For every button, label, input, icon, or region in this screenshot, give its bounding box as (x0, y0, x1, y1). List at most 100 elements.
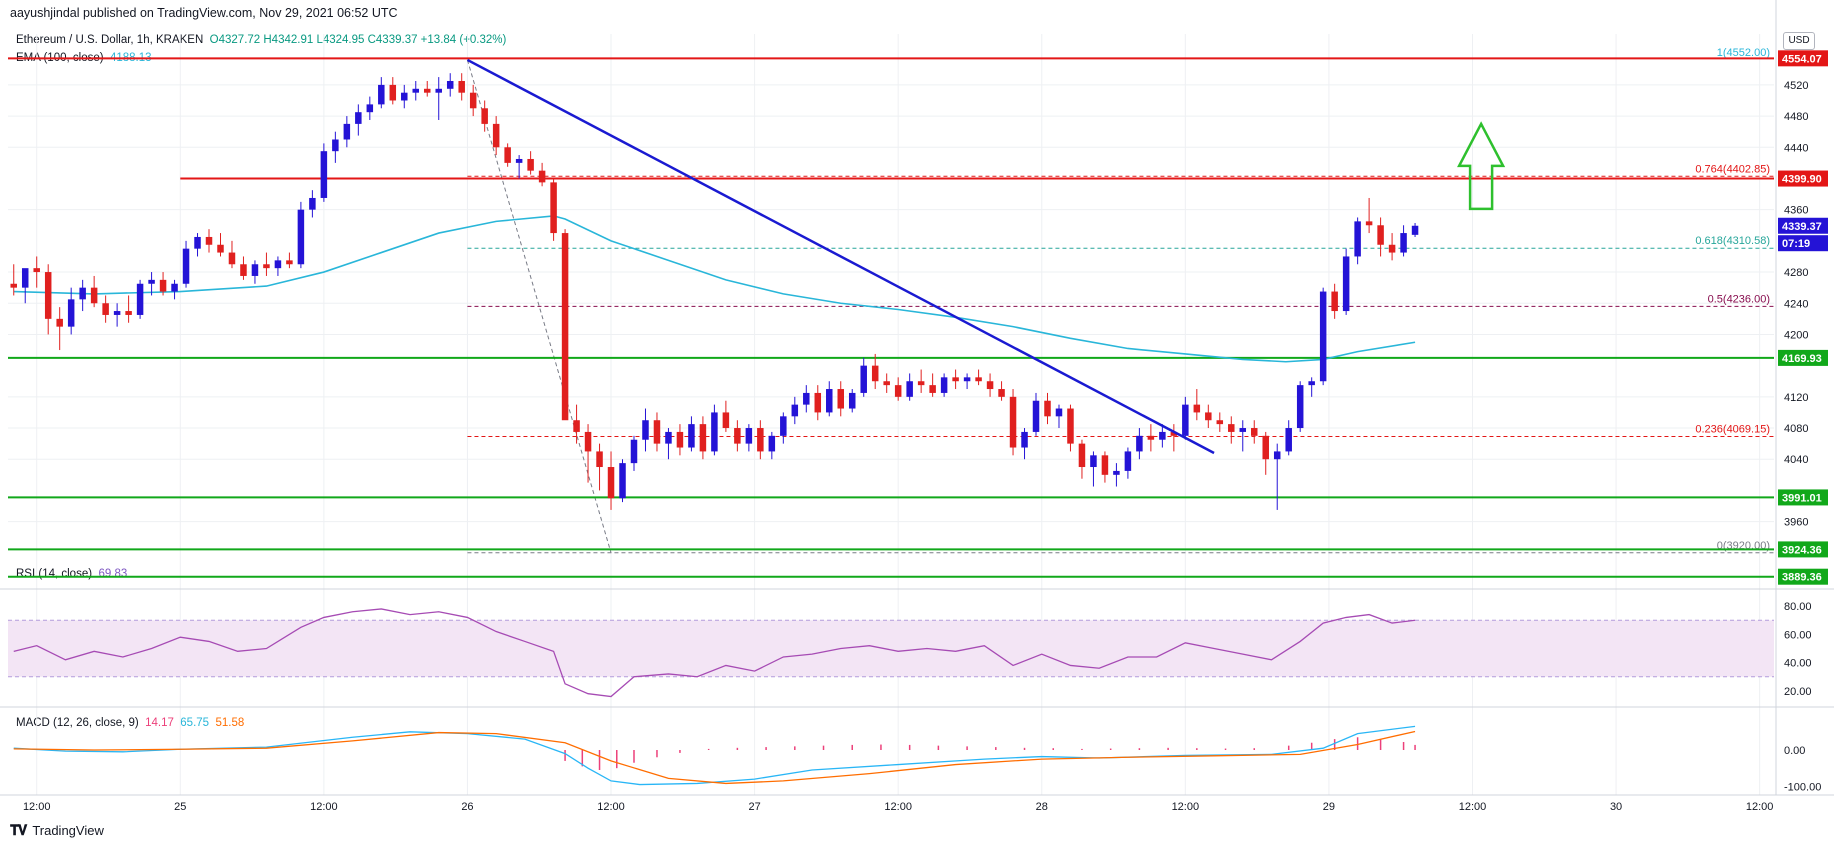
candle-body (642, 420, 649, 440)
candle-body (1388, 244, 1396, 253)
price-tag-label: 3924.36 (1782, 544, 1822, 556)
candle-body (79, 287, 86, 300)
x-tick-label: 25 (174, 801, 186, 813)
candle-body (1319, 291, 1327, 382)
candle-body (722, 412, 730, 429)
candle-body (332, 139, 339, 152)
candle-body (837, 389, 844, 409)
price-tag (1778, 235, 1828, 252)
candle-body (917, 381, 925, 386)
candle-body (446, 80, 454, 89)
candle-body (1136, 435, 1143, 452)
candle-body (952, 377, 959, 382)
currency-button[interactable]: USD (1783, 32, 1815, 50)
candle-body (1239, 428, 1247, 432)
candle-body (1159, 431, 1166, 440)
candle-body (458, 80, 465, 93)
candle-body (366, 104, 374, 113)
brand-footer[interactable]: 𝐓𝐕 TradingView (10, 822, 104, 839)
trendline (466, 58, 1215, 455)
candle-body (1205, 412, 1212, 421)
x-tick-label: 30 (1610, 801, 1622, 813)
candle-body (871, 365, 879, 382)
candle-body (527, 158, 534, 171)
candle-body (21, 268, 29, 288)
candle-body (1170, 431, 1178, 436)
price-tag-label: 3991.01 (1782, 492, 1822, 504)
candle-body (1331, 291, 1338, 312)
candle-body (1147, 435, 1155, 440)
candle-body (171, 283, 178, 292)
price-tag-label: 4554.07 (1782, 53, 1822, 65)
up-arrow-icon (1457, 121, 1506, 211)
candle-body (343, 123, 351, 140)
candle-body (1124, 451, 1132, 471)
macd-legend[interactable]: MACD (12, 26, close, 9) 14.17 65.75 51.5… (16, 717, 244, 729)
price-tag (1778, 349, 1828, 366)
price-tick-label: 4440 (1784, 142, 1808, 154)
price-tag (1778, 541, 1828, 558)
candle-body (205, 236, 213, 245)
price-tag-label: 4399.90 (1782, 174, 1822, 186)
candle-body (734, 428, 741, 444)
candle-body (1342, 256, 1350, 312)
candle-body (355, 112, 362, 124)
price-tick-label: 3960 (1784, 517, 1808, 529)
candle-body (699, 424, 707, 452)
candle-body (435, 88, 442, 93)
macd-tick-label: -100.00 (1784, 781, 1821, 793)
candle-body (378, 84, 385, 105)
candle-body (1101, 455, 1109, 475)
candle-body (929, 385, 936, 393)
candle-body (102, 303, 109, 315)
symbol-name[interactable]: Ethereum / U.S. Dollar, 1h, KRAKEN (16, 34, 204, 46)
price-tag (1778, 170, 1828, 187)
candle-body (848, 392, 856, 409)
candle-body (860, 365, 867, 393)
candle-body (504, 147, 511, 163)
fib-level-label: 0.618(4310.58) (1695, 235, 1770, 247)
candle-body (1182, 404, 1189, 436)
candle-body (194, 236, 201, 249)
candle-body (1009, 396, 1017, 448)
ohlc-values: O4327.72 H4342.91 L4324.95 C4339.37 +13.… (209, 34, 507, 46)
price-tick-label: 4240 (1784, 298, 1808, 310)
rsi-line (13, 608, 1416, 698)
candle-body (1308, 381, 1315, 386)
candle-body (125, 311, 132, 315)
candle-body (1055, 408, 1063, 417)
x-tick-label: 12:00 (1172, 801, 1200, 813)
candle-body (1296, 385, 1304, 429)
candle-body (148, 279, 155, 284)
candle-body (883, 381, 890, 386)
rsi-tick-label: 80.00 (1784, 601, 1812, 613)
candle-body (251, 264, 259, 276)
candle-body (401, 92, 408, 101)
macd-tick-label: 0.00 (1784, 745, 1805, 757)
fib-level-label: 0.236(4069.15) (1695, 423, 1770, 435)
candle-body (274, 260, 282, 269)
fib-level-label: 0.764(4402.85) (1695, 163, 1770, 175)
candle-body (906, 381, 913, 397)
price-tick-label: 4200 (1784, 329, 1808, 341)
x-tick-label: 29 (1323, 801, 1335, 813)
price-tick-label: 4120 (1784, 392, 1808, 404)
candle-body (584, 431, 592, 452)
macd-signal-line (13, 730, 1416, 785)
candle-body (826, 389, 833, 413)
candle-body (90, 287, 98, 304)
candle-body (1365, 221, 1373, 226)
candle-body (665, 431, 672, 444)
publish-caption: aayushjindal published on TradingView.co… (10, 6, 398, 20)
price-tag (1778, 50, 1828, 67)
candle-body (573, 420, 580, 432)
candle-body (711, 412, 718, 452)
candle-body (1067, 408, 1074, 444)
candle-body (67, 299, 75, 327)
macd-label: MACD (12, 26, close, 9) (16, 717, 139, 729)
candle-body (33, 268, 40, 273)
price-tag-label: 07:19 (1782, 238, 1810, 250)
candle-body (240, 264, 247, 276)
candle-body (791, 404, 799, 417)
